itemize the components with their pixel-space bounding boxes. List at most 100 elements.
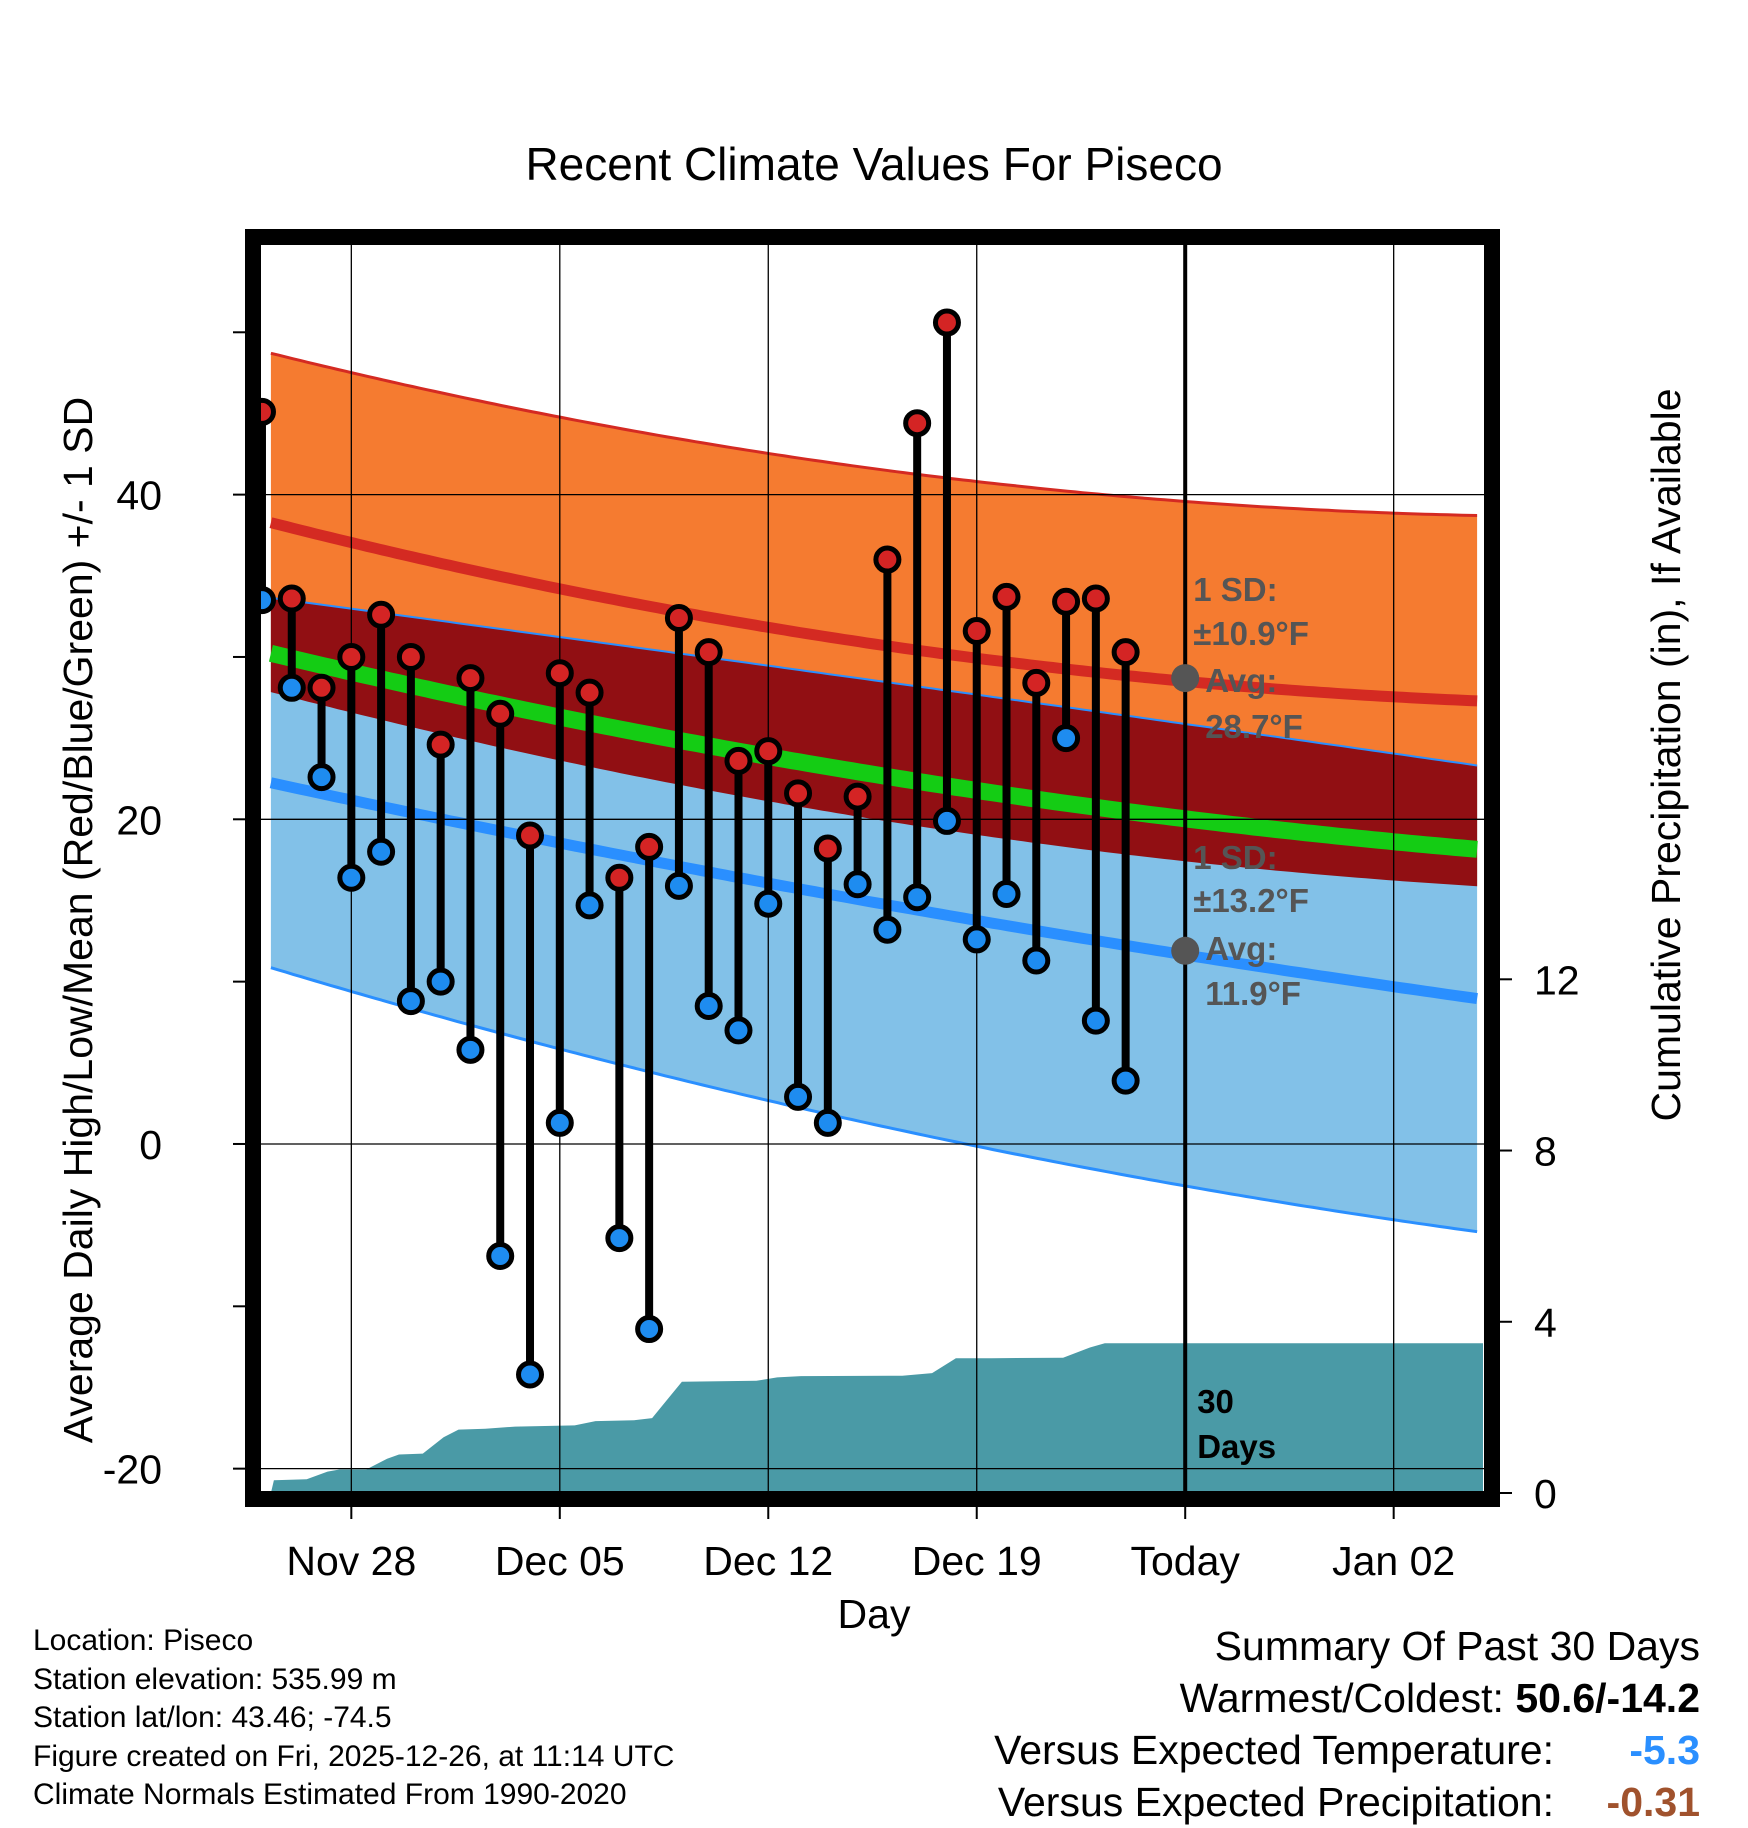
low-sd-upper-line — [270, 596, 1478, 767]
high-temp-point — [1081, 584, 1110, 613]
high-temp-point — [307, 673, 336, 702]
warmest-value: 50.6/-14.2 — [1515, 1675, 1700, 1721]
low-temp-point — [903, 883, 932, 912]
y-right-tick-label: 12 — [1534, 957, 1580, 1003]
high-temp-point — [575, 678, 604, 707]
low-temp-point — [813, 1108, 842, 1137]
low-temp-point — [843, 870, 872, 899]
high-sd-upper-line — [270, 351, 1478, 517]
high-temp-point — [337, 642, 366, 671]
high-temp-point — [426, 730, 455, 759]
high-temp-point — [754, 737, 783, 766]
low-temp-point — [635, 1315, 664, 1344]
low-temp-point — [992, 879, 1021, 908]
y-right-tick-label: 0 — [1534, 1471, 1557, 1517]
low-temp-point — [426, 967, 455, 996]
high-temp-point — [1052, 587, 1081, 616]
summary-precip-row: Versus Expected Precipitation: -0.31 — [994, 1776, 1700, 1828]
high-temp-point — [843, 782, 872, 811]
y-left-tick-label: 40 — [116, 473, 162, 519]
precip-value: -0.31 — [1606, 1779, 1700, 1825]
high-temp-point — [903, 409, 932, 438]
warmest-label: Warmest/Coldest: — [1179, 1675, 1504, 1721]
high-avg-label: Avg: — [1205, 662, 1277, 699]
high-temp-point — [1111, 638, 1140, 667]
high-temp-point — [605, 863, 634, 892]
low-temp-point — [307, 763, 336, 792]
high-temp-point — [635, 832, 664, 861]
low-temp-point — [575, 891, 604, 920]
temp-value: -5.3 — [1629, 1727, 1700, 1773]
low-temp-point — [277, 673, 306, 702]
y-right-tick-label: 8 — [1534, 1129, 1557, 1175]
precip-label: Versus Expected Precipitation: — [997, 1779, 1554, 1825]
high-average-marker — [1171, 664, 1200, 693]
low-temp-point — [367, 837, 396, 866]
y-left-tick-label: -20 — [103, 1447, 162, 1493]
low-temp-point — [605, 1224, 634, 1253]
elevation-text: Station elevation: 535.99 m — [33, 1662, 397, 1696]
high-temp-point — [813, 834, 842, 863]
low-temp-point — [545, 1108, 574, 1137]
summary-warmest-row: Warmest/Coldest: 50.6/-14.2 — [994, 1672, 1700, 1724]
low-temp-point — [1111, 1066, 1140, 1095]
high-avg-value: 28.7°F — [1205, 708, 1303, 745]
high-temp-point — [486, 699, 515, 728]
y-right-tick-label: 4 — [1534, 1300, 1557, 1346]
high-temp-point — [873, 545, 902, 574]
precipitation-area — [270, 1343, 1483, 1493]
low-temp-point — [1022, 946, 1051, 975]
created-text: Figure created on Fri, 2025-12-26, at 11… — [33, 1739, 675, 1773]
y-left-tick-label: 0 — [139, 1122, 162, 1168]
low-avg-value: 11.9°F — [1205, 975, 1301, 1012]
high-temp-point — [456, 664, 485, 693]
high-temp-point — [277, 584, 306, 613]
high-temp-point — [1022, 668, 1051, 697]
low-temp-point — [873, 915, 902, 944]
low-sd-label: 1 SD: — [1193, 839, 1277, 876]
high-temp-point — [367, 600, 396, 629]
temp-label: Versus Expected Temperature: — [994, 1727, 1554, 1773]
high-temp-point — [962, 616, 991, 645]
x-tick-label: Today — [1130, 1538, 1240, 1584]
low-temp-point — [456, 1035, 485, 1064]
high-normal-line — [269, 517, 1478, 707]
high-temp-point — [784, 779, 813, 808]
x-tick-label: Dec 12 — [703, 1538, 833, 1584]
low-temp-point — [1081, 1006, 1110, 1035]
high-temp-point — [932, 308, 961, 337]
low-temp-point — [337, 863, 366, 892]
x-tick-label: Nov 28 — [286, 1538, 416, 1584]
low-temp-point — [694, 991, 723, 1020]
y-left-tick-label: 20 — [116, 797, 162, 843]
chart-title: Recent Climate Values For Piseco — [525, 138, 1222, 190]
low-temp-point — [784, 1082, 813, 1111]
low-temp-point — [516, 1360, 545, 1389]
low-sd-value: ±13.2°F — [1193, 882, 1309, 919]
x-tick-label: Jan 02 — [1332, 1538, 1455, 1584]
high-sd-value: ±10.9°F — [1193, 615, 1309, 652]
low-temp-point — [962, 925, 991, 954]
low-temp-point — [664, 871, 693, 900]
low-temp-point — [486, 1241, 515, 1270]
summary-panel: Summary Of Past 30 Days Warmest/Coldest:… — [994, 1620, 1700, 1828]
high-temp-point — [545, 659, 574, 688]
latlon-text: Station lat/lon: 43.46; -74.5 — [33, 1701, 392, 1734]
high-temp-point — [694, 638, 723, 667]
high-temp-point — [516, 821, 545, 850]
high-temp-point — [396, 642, 425, 671]
low-temp-point — [396, 987, 425, 1016]
y-axis-label-left: Average Daily High/Low/Mean (Red/Blue/Gr… — [55, 397, 101, 1443]
low-avg-label: Avg: — [1205, 930, 1277, 967]
high-temp-point — [664, 604, 693, 632]
summary-temp-row: Versus Expected Temperature: -5.3 — [994, 1724, 1700, 1776]
days-unit-label: Days — [1197, 1428, 1276, 1465]
low-temp-point — [724, 1016, 753, 1045]
low-average-marker — [1171, 936, 1200, 965]
x-axis-label: Day — [838, 1591, 911, 1637]
normals-text: Climate Normals Estimated From 1990-2020 — [33, 1778, 627, 1811]
summary-title: Summary Of Past 30 Days — [1214, 1623, 1700, 1669]
high-sd-label: 1 SD: — [1193, 571, 1277, 608]
location-text: Location: Piseco — [33, 1624, 254, 1657]
